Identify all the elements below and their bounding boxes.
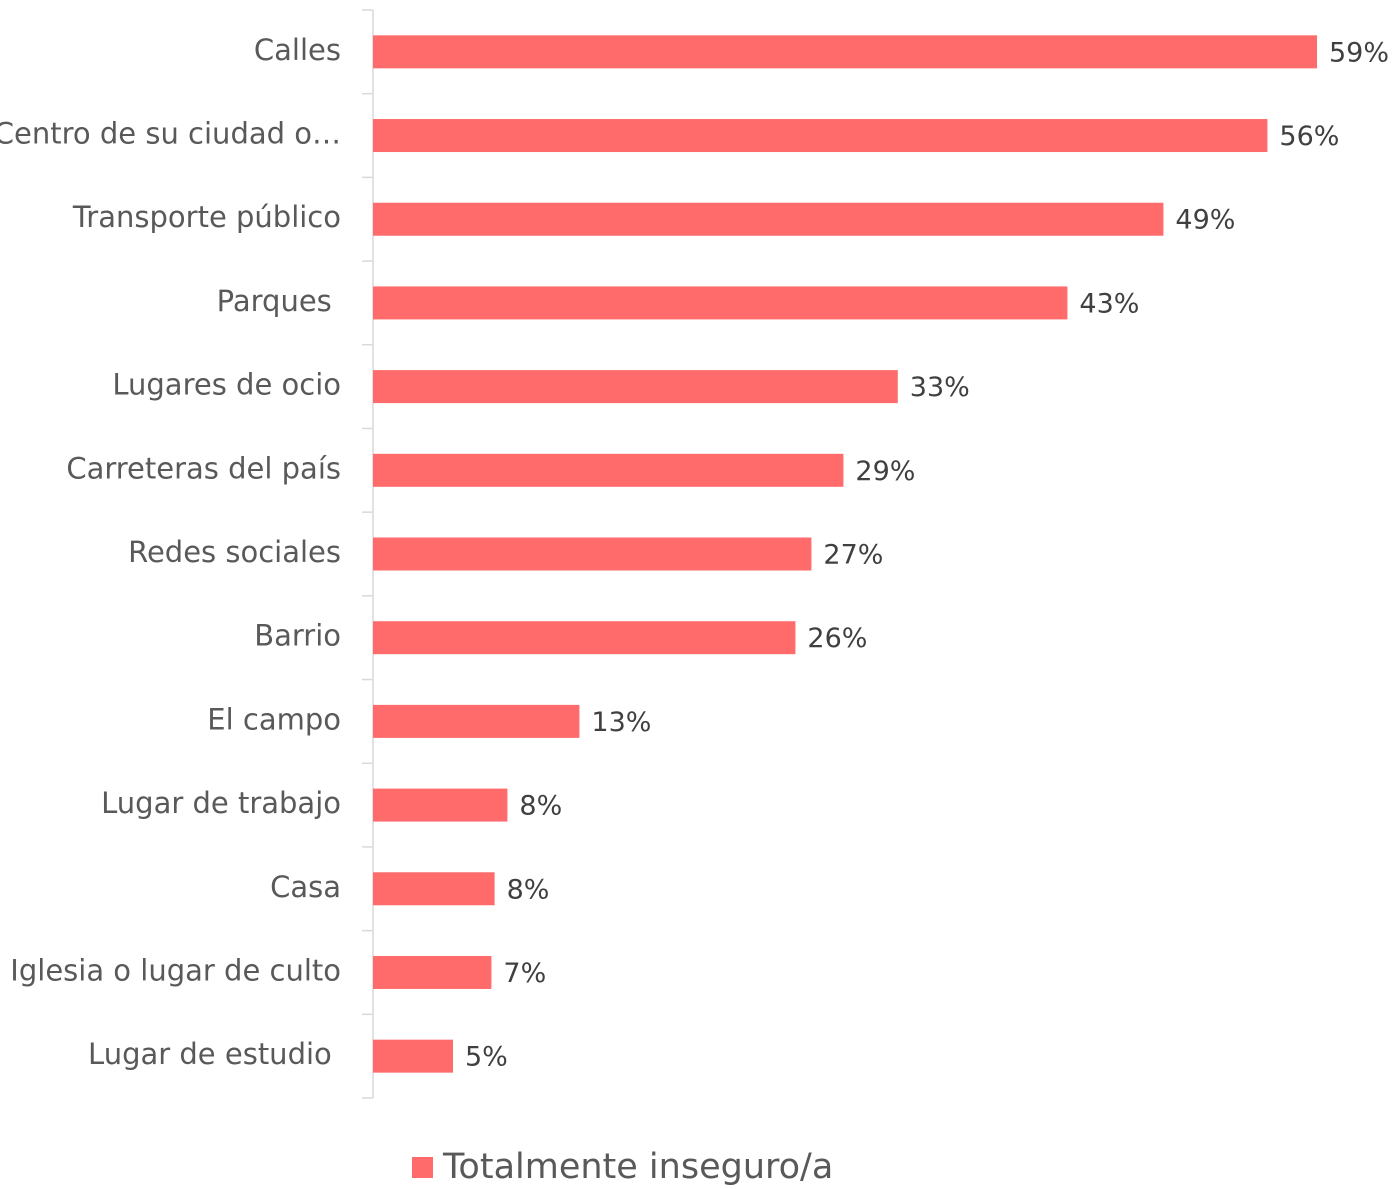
bar xyxy=(373,621,796,655)
bar xyxy=(373,955,492,989)
value-label: 5% xyxy=(465,1042,508,1073)
value-label: 8% xyxy=(519,791,562,822)
value-label: 56% xyxy=(1279,121,1339,152)
category-label: Lugar de estudio xyxy=(88,1037,341,1071)
category-label: El campo xyxy=(207,702,341,736)
value-label: 13% xyxy=(591,707,651,738)
value-label: 26% xyxy=(807,623,867,654)
bar xyxy=(373,202,1164,236)
category-label: Barrio xyxy=(254,619,341,653)
category-label: Lugares de ocio xyxy=(112,368,341,402)
value-label: 8% xyxy=(507,874,550,905)
category-label: Parques xyxy=(217,284,341,318)
category-label: Redes sociales xyxy=(128,535,341,569)
value-label: 29% xyxy=(855,456,915,487)
bar xyxy=(373,35,1317,69)
legend-label: Totalmente inseguro/a xyxy=(442,1147,833,1187)
category-label: Calles xyxy=(254,33,341,67)
bar xyxy=(373,1039,453,1073)
bar xyxy=(373,370,898,404)
category-label: Transporte público xyxy=(72,200,341,234)
bar xyxy=(373,788,508,822)
bar xyxy=(373,872,495,906)
category-label: Iglesia o lugar de culto xyxy=(10,953,341,987)
bar xyxy=(373,119,1268,153)
category-label: Carreteras del país xyxy=(66,451,341,485)
bar xyxy=(373,453,844,487)
value-label: 33% xyxy=(910,372,970,403)
value-label: 27% xyxy=(823,540,883,571)
value-label: 7% xyxy=(503,958,546,989)
category-label: Lugar de trabajo xyxy=(101,786,341,820)
value-label: 59% xyxy=(1329,37,1389,68)
value-label: 49% xyxy=(1175,205,1235,236)
value-label: 43% xyxy=(1079,288,1139,319)
category-label: Centro de su ciudad o… xyxy=(0,117,341,151)
bar xyxy=(373,704,580,738)
bar xyxy=(373,286,1068,320)
bar xyxy=(373,537,812,571)
category-label: Casa xyxy=(270,870,341,904)
legend-swatch xyxy=(412,1157,433,1178)
